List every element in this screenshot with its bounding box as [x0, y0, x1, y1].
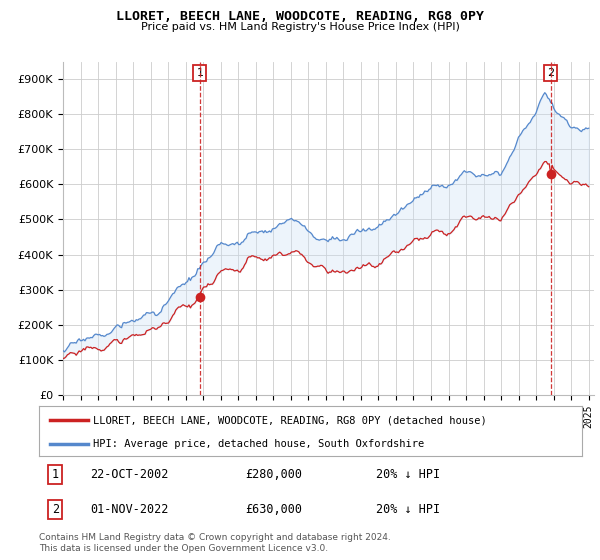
Text: 20% ↓ HPI: 20% ↓ HPI — [376, 503, 440, 516]
Text: LLORET, BEECH LANE, WOODCOTE, READING, RG8 0PY: LLORET, BEECH LANE, WOODCOTE, READING, R… — [116, 10, 484, 23]
Text: LLORET, BEECH LANE, WOODCOTE, READING, RG8 0PY (detached house): LLORET, BEECH LANE, WOODCOTE, READING, R… — [94, 415, 487, 425]
Text: 01-NOV-2022: 01-NOV-2022 — [91, 503, 169, 516]
Text: Contains HM Land Registry data © Crown copyright and database right 2024.
This d: Contains HM Land Registry data © Crown c… — [39, 533, 391, 553]
Text: 2: 2 — [547, 68, 554, 78]
Text: Price paid vs. HM Land Registry's House Price Index (HPI): Price paid vs. HM Land Registry's House … — [140, 22, 460, 32]
Text: 22-OCT-2002: 22-OCT-2002 — [91, 468, 169, 481]
Text: £280,000: £280,000 — [245, 468, 302, 481]
Text: 20% ↓ HPI: 20% ↓ HPI — [376, 468, 440, 481]
Text: £630,000: £630,000 — [245, 503, 302, 516]
Text: 1: 1 — [196, 68, 203, 78]
Text: 2: 2 — [52, 503, 59, 516]
Text: HPI: Average price, detached house, South Oxfordshire: HPI: Average price, detached house, Sout… — [94, 439, 425, 449]
Text: 1: 1 — [52, 468, 59, 481]
